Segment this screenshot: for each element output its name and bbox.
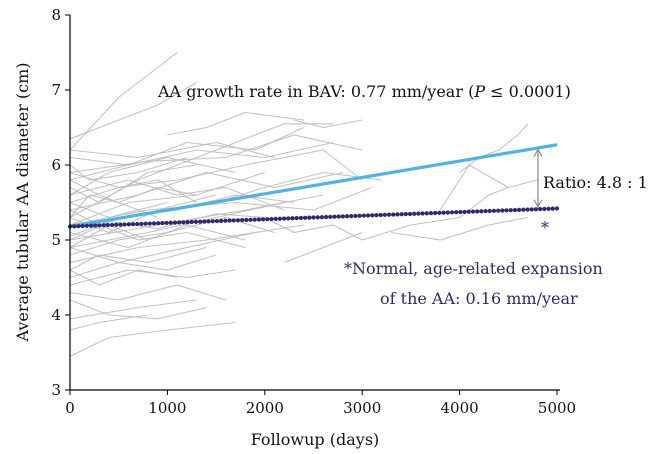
patient-line-25 bbox=[69, 231, 256, 264]
y-tick-label-8: 8 bbox=[51, 6, 61, 24]
patient-line-41 bbox=[215, 171, 382, 204]
patient-line-1 bbox=[69, 52, 178, 151]
patient-line-8 bbox=[69, 164, 197, 204]
asterisk-marker: * bbox=[541, 218, 549, 237]
p-symbol: P bbox=[473, 82, 485, 101]
y-tick-label-6: 6 bbox=[51, 156, 61, 174]
x-tick-label-5000: 5000 bbox=[538, 399, 576, 417]
trend-lines bbox=[67, 143, 560, 229]
patient-line-5 bbox=[69, 149, 363, 204]
x-tick-label-3000: 3000 bbox=[343, 399, 381, 417]
patient-line-22 bbox=[69, 299, 197, 320]
y-ticks: 3 4 5 6 7 8 bbox=[51, 6, 70, 399]
patient-line-14 bbox=[69, 224, 246, 249]
y-tick-label-4: 4 bbox=[51, 306, 61, 324]
growth-rate-prefix: AA growth rate in BAV: 0.77 mm/year ( bbox=[157, 82, 474, 101]
x-axis-title: Followup (days) bbox=[251, 430, 380, 449]
patient-line-0 bbox=[69, 82, 197, 140]
patient-line-34 bbox=[69, 141, 275, 159]
patient-line-39 bbox=[459, 123, 529, 173]
ratio-arrow-head-bottom bbox=[533, 199, 543, 208]
patient-line-37 bbox=[362, 179, 538, 241]
normal-expansion-line bbox=[67, 206, 560, 229]
patient-line-23 bbox=[69, 321, 236, 357]
x-ticks: 0 1000 2000 3000 4000 5000 bbox=[65, 390, 576, 417]
patient-line-36 bbox=[284, 231, 363, 264]
ratio-label: Ratio: 4.8 : 1 bbox=[543, 173, 648, 192]
patient-line-18 bbox=[69, 246, 207, 271]
patient-line-27 bbox=[69, 156, 188, 181]
patient-line-43 bbox=[293, 119, 363, 129]
patient-line-35 bbox=[264, 217, 363, 241]
patient-line-33 bbox=[69, 141, 334, 181]
patient-line-44 bbox=[69, 186, 197, 218]
ratio-arrow-head-top bbox=[533, 148, 543, 157]
normal-expansion-line1: *Normal, age-related expansion bbox=[344, 259, 603, 278]
x-tick-label-4000: 4000 bbox=[441, 399, 479, 417]
patient-line-15 bbox=[69, 216, 275, 256]
patient-line-45 bbox=[69, 269, 178, 286]
y-tick-label-5: 5 bbox=[51, 231, 61, 249]
x-tick-label-2000: 2000 bbox=[246, 399, 284, 417]
patient-line-20 bbox=[69, 284, 226, 301]
patient-line-42 bbox=[167, 111, 304, 136]
patient-line-28 bbox=[69, 186, 373, 226]
patient-line-40 bbox=[439, 164, 509, 211]
normal-expansion-line2: of the AA: 0.16 mm/year bbox=[380, 289, 578, 308]
x-tick-label-1000: 1000 bbox=[148, 399, 186, 417]
growth-rate-suffix: ≤ 0.0001) bbox=[485, 82, 571, 101]
bav-growth-line bbox=[69, 143, 558, 229]
y-tick-label-7: 7 bbox=[51, 81, 61, 99]
growth-rate-annotation: AA growth rate in BAV: 0.77 mm/year (P ≤… bbox=[157, 82, 571, 101]
patient-line-30 bbox=[69, 254, 217, 279]
patient-line-4 bbox=[69, 134, 363, 174]
patient-line-38 bbox=[391, 216, 528, 241]
y-tick-label-3: 3 bbox=[51, 381, 61, 399]
patient-line-6 bbox=[69, 156, 236, 196]
patient-line-7 bbox=[69, 171, 343, 211]
patient-line-24 bbox=[69, 314, 148, 331]
y-axis-title: Average tubular AA diameter (cm) bbox=[13, 62, 32, 342]
ratio-arrow bbox=[533, 148, 543, 208]
patient-line-12 bbox=[69, 201, 285, 249]
patient-line-32 bbox=[69, 209, 246, 249]
x-tick-label-0: 0 bbox=[65, 399, 75, 417]
patient-line-47 bbox=[69, 171, 197, 203]
